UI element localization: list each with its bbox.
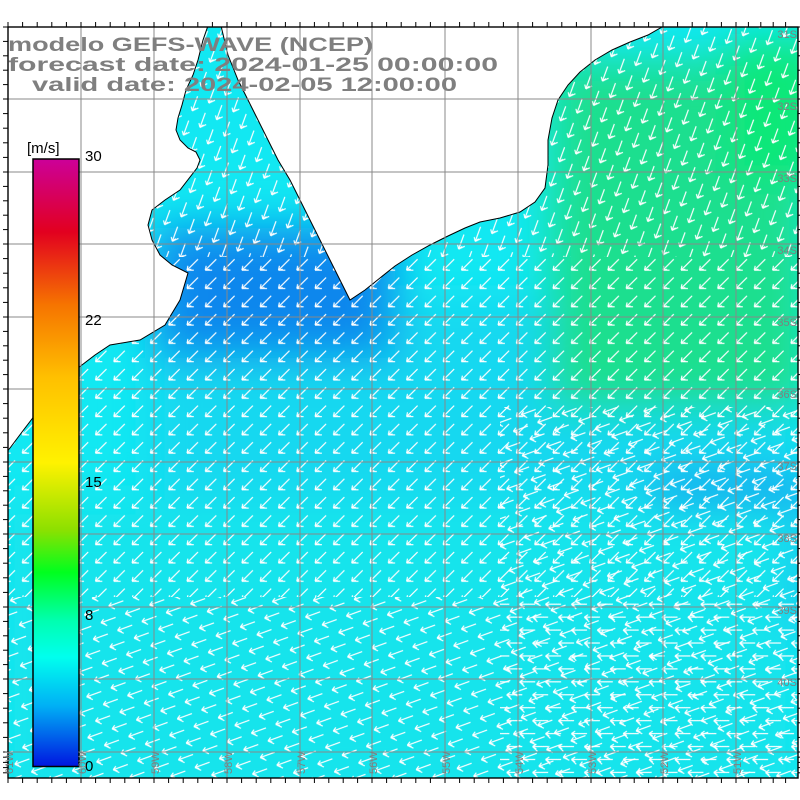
svg-text:30: 30	[85, 148, 102, 165]
svg-text:51W: 51W	[732, 751, 744, 774]
svg-text:53W: 53W	[587, 751, 599, 774]
svg-text:34S: 34S	[777, 245, 797, 257]
svg-text:61W: 61W	[4, 751, 16, 774]
svg-text:56W: 56W	[368, 751, 380, 774]
svg-text:39S: 39S	[777, 605, 797, 617]
svg-text:54W: 54W	[514, 751, 526, 774]
svg-text:31S: 31S	[777, 29, 797, 41]
svg-text:52W: 52W	[659, 751, 671, 774]
svg-text:15: 15	[85, 474, 102, 491]
svg-text:36S: 36S	[777, 389, 797, 401]
svg-text:[m/s]: [m/s]	[27, 140, 60, 157]
svg-text:forecast date: 2024-01-25 00:0: forecast date: 2024-01-25 00:00:00	[8, 55, 498, 76]
svg-text:55W: 55W	[441, 751, 453, 774]
svg-text:35S: 35S	[777, 317, 797, 329]
svg-text:modelo GEFS-WAVE (NCEP): modelo GEFS-WAVE (NCEP)	[8, 35, 373, 56]
svg-text:22: 22	[85, 312, 102, 329]
svg-text:8: 8	[85, 607, 93, 624]
svg-text:32S: 32S	[777, 101, 797, 113]
svg-text:33S: 33S	[777, 173, 797, 185]
svg-text:37S: 37S	[777, 461, 797, 473]
svg-text:57W: 57W	[296, 751, 308, 774]
svg-text:38S: 38S	[777, 533, 797, 545]
svg-text:valid date: 2024-02-05 12:00:0: valid date: 2024-02-05 12:00:00	[32, 75, 457, 96]
svg-text:58W: 58W	[223, 751, 235, 774]
svg-text:60W: 60W	[77, 751, 89, 774]
svg-text:59W: 59W	[150, 751, 162, 774]
svg-text:40S: 40S	[777, 677, 797, 689]
